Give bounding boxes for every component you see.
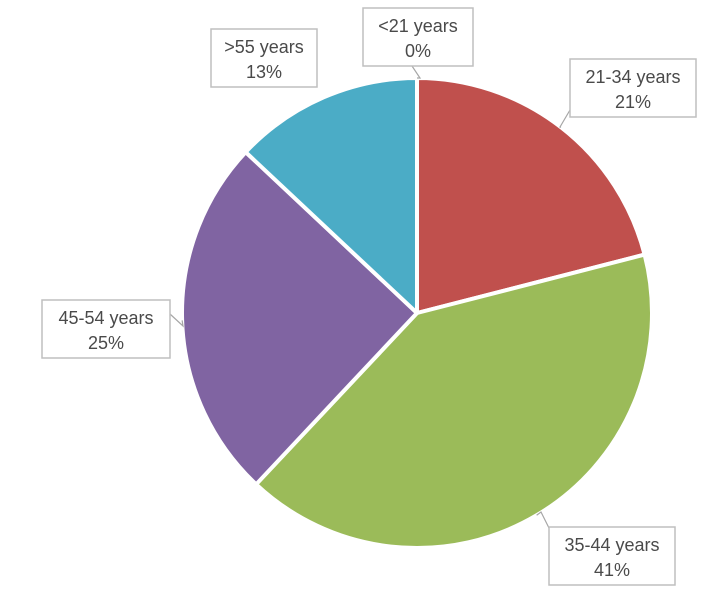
data-label-over-55-years: >55 years 13% bbox=[210, 28, 318, 88]
pie-slices bbox=[180, 76, 654, 550]
label-box-45-54-years bbox=[41, 299, 171, 359]
label-percent-21-34-years: 21% bbox=[615, 92, 651, 112]
label-percent-35-44-years: 41% bbox=[594, 560, 630, 580]
data-label-45-54-years: 45-54 years 25% bbox=[41, 299, 171, 359]
data-label-under-21-years: <21 years 0% bbox=[362, 7, 474, 67]
leader-line-21-34-years bbox=[559, 109, 571, 128]
leader-line-45-54-years bbox=[169, 313, 184, 328]
label-category-under-21-years: <21 years bbox=[378, 16, 458, 36]
label-category-35-44-years: 35-44 years bbox=[564, 535, 659, 555]
label-box-over-55-years bbox=[210, 28, 318, 88]
data-label-21-34-years: 21-34 years 21% bbox=[569, 58, 697, 118]
label-category-45-54-years: 45-54 years bbox=[58, 308, 153, 328]
label-box-under-21-years bbox=[362, 7, 474, 67]
label-box-21-34-years bbox=[569, 58, 697, 118]
leader-line-35-44-years bbox=[536, 511, 550, 529]
data-labels: <21 years 0% 21-34 years 21% 35-44 years 41% 4… bbox=[41, 7, 697, 586]
label-percent-over-55-years: 13% bbox=[246, 62, 282, 82]
slice-over-55-years bbox=[243, 76, 419, 315]
label-category-over-55-years: >55 years bbox=[224, 37, 304, 57]
leader-line-under-21-years bbox=[411, 65, 422, 79]
leader-lines bbox=[169, 65, 571, 529]
label-category-21-34-years: 21-34 years bbox=[585, 67, 680, 87]
data-label-35-44-years: 35-44 years 41% bbox=[548, 526, 676, 586]
slice-35-44-years bbox=[254, 252, 654, 550]
label-percent-under-21-years: 0% bbox=[405, 41, 431, 61]
label-box-35-44-years bbox=[548, 526, 676, 586]
label-percent-45-54-years: 25% bbox=[88, 333, 124, 353]
